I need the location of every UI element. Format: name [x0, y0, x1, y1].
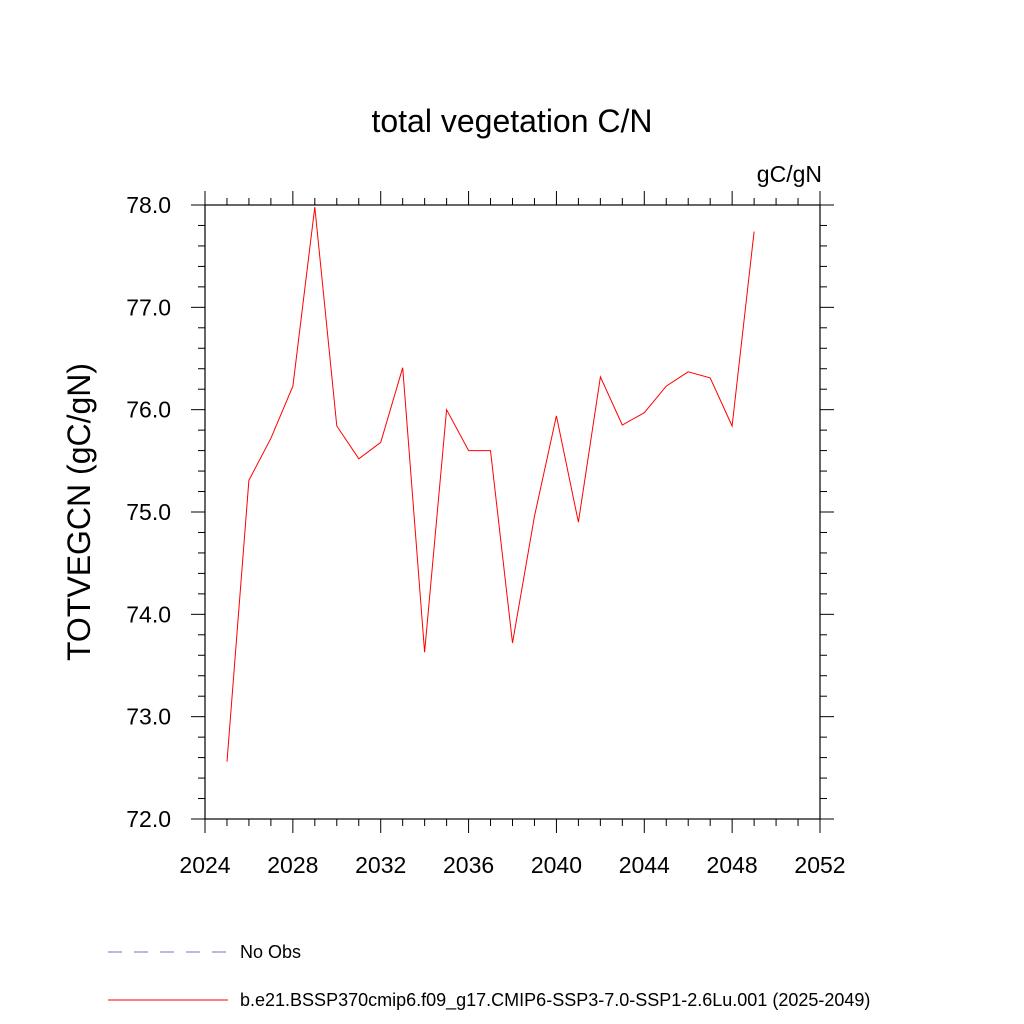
y-tick-label: 78.0: [126, 192, 171, 218]
legend-label: b.e21.BSSP370cmip6.f09_g17.CMIP6-SSP3-7.…: [240, 990, 870, 1011]
x-tick-label: 2052: [794, 852, 845, 878]
legend: No Obs b.e21.BSSP370cmip6.f09_g17.CMIP6-S…: [108, 942, 870, 1011]
series-line: [226, 206, 755, 762]
y-tick-label: 75.0: [126, 499, 171, 525]
legend-label: No Obs: [240, 942, 301, 962]
x-tick-label: 2028: [267, 852, 318, 878]
x-tick-labels: 2024 2028 2032 2036 2040 2044 2048 2052: [179, 852, 845, 878]
y-tick-label: 72.0: [126, 806, 171, 832]
y-tick-labels: 72.0 73.0 74.0 75.0 76.0 77.0 78.0: [126, 192, 171, 832]
units-label: gC/gN: [757, 161, 822, 187]
plot-frame: [204, 204, 821, 820]
x-tick-label: 2040: [531, 852, 582, 878]
y-tick-label: 76.0: [126, 397, 171, 423]
y-tick-label: 77.0: [126, 294, 171, 320]
y-tick-label: 73.0: [126, 704, 171, 730]
x-tick-label: 2048: [707, 852, 758, 878]
chart-title: total vegetation C/N: [371, 103, 652, 139]
x-tick-label: 2036: [443, 852, 494, 878]
y-axis-label: TOTVEGCN (gC/gN): [61, 363, 97, 661]
x-tick-label: 2044: [619, 852, 670, 878]
x-tick-label: 2024: [179, 852, 230, 878]
series-layer: [226, 206, 755, 762]
y-tick-label: 74.0: [126, 601, 171, 627]
axis-ticks: [191, 191, 834, 833]
x-tick-label: 2032: [355, 852, 406, 878]
